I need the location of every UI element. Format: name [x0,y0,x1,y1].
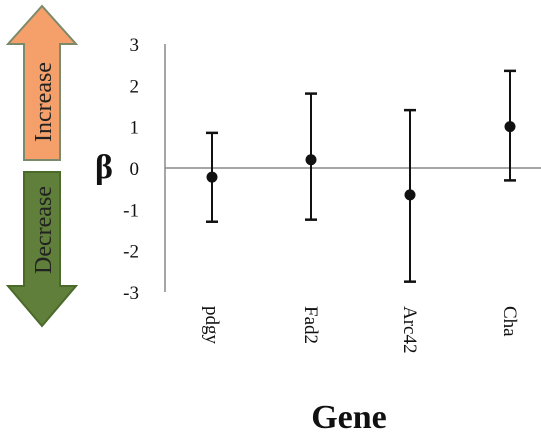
decrease-arrow: Decrease [5,171,79,328]
category-label-Cha: Cha [499,306,520,337]
data-point-Cha [504,121,516,133]
axes [164,44,541,292]
increase-arrow: Increase [5,4,79,161]
decrease-label: Decrease [31,186,57,274]
y-tick-label: 0 [130,159,140,180]
y-tick-label: -2 [123,242,139,263]
y-tick-label: 3 [130,35,140,56]
category-labels: pdgy Fad2 Arc42 Cha [201,306,520,353]
category-label-pdgy: pdgy [201,306,222,345]
data-point-Fad2 [305,154,317,166]
y-tick-label: -3 [123,283,139,304]
y-axis-label: β [95,149,113,186]
y-tick-label: -1 [123,200,139,221]
data-point-pdgy [206,171,218,183]
y-tick-label: 2 [130,76,140,97]
increase-label: Increase [31,62,57,142]
x-axis-label: Gene [311,399,387,436]
category-label-Arc42: Arc42 [399,306,420,353]
category-label-Fad2: Fad2 [300,306,321,344]
data-point-Arc42 [404,189,416,201]
y-tick-label: 1 [130,118,140,139]
y-tick-labels: 3 2 1 0 -1 -2 -3 [123,35,139,304]
data-points [206,121,516,201]
error-bars [206,69,516,283]
